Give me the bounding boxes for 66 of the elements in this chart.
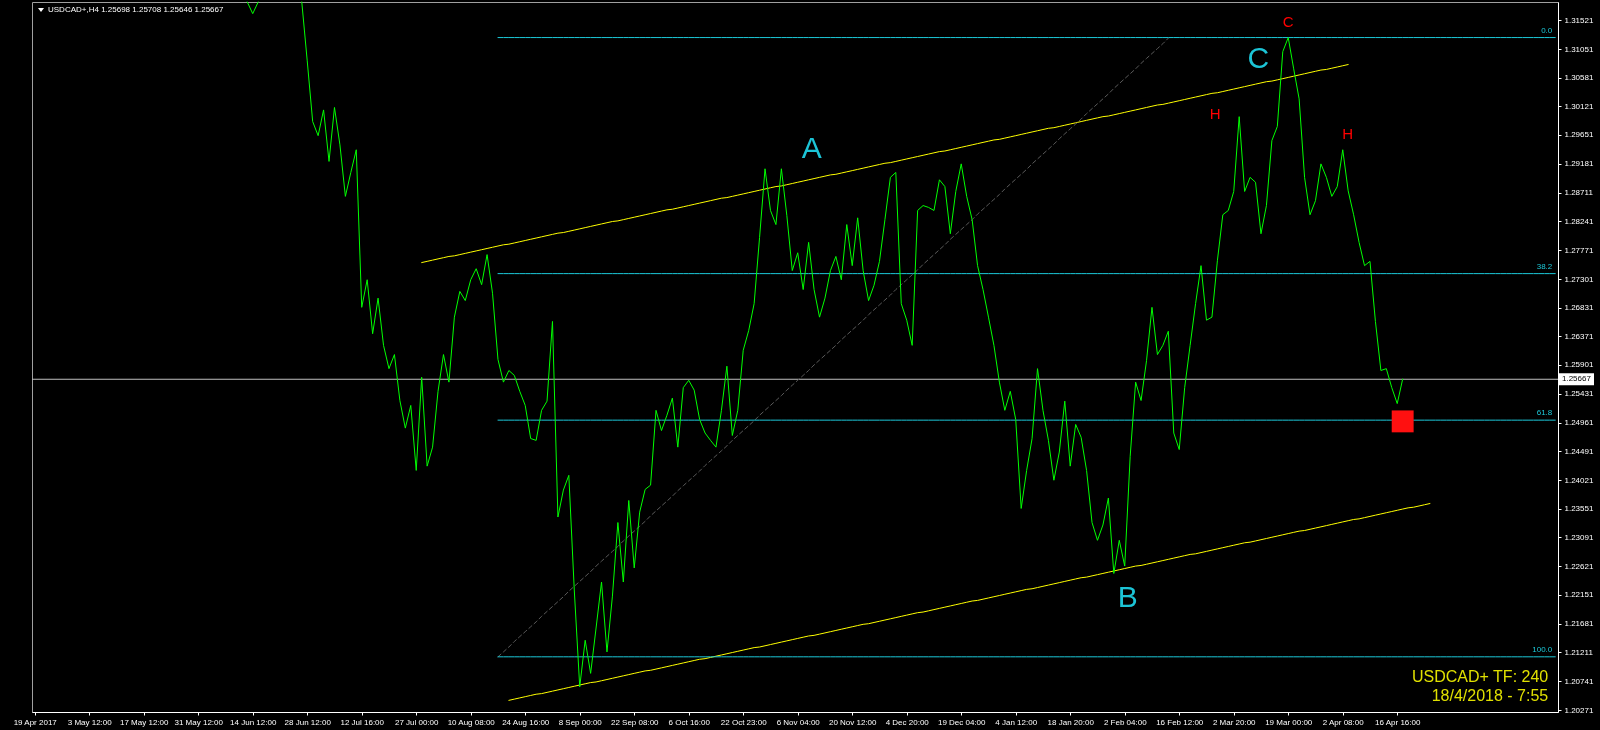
x-tick-label: 16 Apr 16:00: [1375, 717, 1421, 727]
series-label: 0.0: [1541, 25, 1553, 35]
x-tick-label: 31 May 12:00: [174, 717, 224, 727]
y-tick-label: 1.20741: [1564, 676, 1594, 686]
y-tick-label: 1.28711: [1564, 188, 1594, 198]
y-tick-label: 1.26371: [1564, 331, 1594, 341]
x-tick-label: 27 Jul 00:00: [394, 717, 440, 727]
y-tick-label: 1.26831: [1564, 303, 1594, 313]
y-tick-label: 1.22151: [1564, 590, 1594, 600]
y-tick-label: 1.23091: [1564, 532, 1594, 542]
x-tick-label: 19 Mar 00:00: [1265, 717, 1313, 727]
x-tick-label: 6 Oct 16:00: [668, 717, 711, 727]
y-tick-label: 1.21211: [1564, 647, 1594, 657]
x-tick-label: 2 Mar 20:00: [1212, 717, 1257, 727]
x-tick-label: 28 Jun 12:00: [284, 717, 332, 727]
x-tick-label: 4 Dec 20:00: [885, 717, 930, 727]
x-tick-label: 8 Sep 00:00: [558, 717, 603, 727]
annotation: B: [1117, 579, 1138, 613]
y-tick-label: 1.31051: [1564, 44, 1594, 54]
x-tick-label: 17 May 12:00: [119, 717, 170, 727]
x-tick-label: 14 Jun 12:00: [230, 717, 277, 727]
y-tick-label: 1.23551: [1564, 504, 1594, 514]
ref-line-label: 1.25667: [1562, 374, 1592, 384]
x-tick-label: 19 Apr 2017: [13, 717, 58, 727]
x-tick-label: 10 Aug 08:00: [447, 717, 496, 727]
y-tick-label: 1.24961: [1564, 418, 1594, 428]
y-tick-label: 1.20271: [1564, 705, 1594, 715]
y-tick-label: 1.22621: [1564, 561, 1594, 571]
x-tick-label: 22 Sep 08:00: [610, 717, 660, 727]
x-tick-label: 19 Dec 04:00: [937, 717, 987, 727]
annotation: 18/4/2018 - 7:55: [1431, 686, 1549, 704]
y-tick-label: 1.24491: [1564, 446, 1594, 456]
x-tick-label: 2 Feb 04:00: [1103, 717, 1148, 727]
y-tick-label: 1.30121: [1564, 101, 1594, 111]
annotation: C: [1282, 12, 1294, 30]
y-tick-label: 1.29181: [1564, 159, 1594, 169]
x-tick-label: 12 Jul 16:00: [340, 717, 385, 727]
series-label: 61.8: [1536, 408, 1553, 418]
x-tick-label: 6 Nov 04:00: [776, 717, 821, 727]
y-tick-label: 1.25431: [1564, 389, 1594, 399]
x-tick-label: 3 May 12:00: [67, 717, 113, 727]
annotation: A: [801, 130, 822, 164]
y-tick-label: 1.27301: [1564, 274, 1594, 284]
series-label: 38.2: [1536, 261, 1553, 271]
annotation: H: [1342, 125, 1353, 143]
y-tick-label: 1.30581: [1564, 73, 1594, 83]
x-tick-label: 20 Nov 12:00: [828, 717, 878, 727]
series-label: 100.0: [1532, 644, 1553, 654]
x-tick-label: 16 Feb 12:00: [1156, 717, 1204, 727]
y-tick-label: 1.21681: [1564, 619, 1594, 629]
y-tick-label: 1.28241: [1564, 216, 1594, 226]
annotation: C: [1247, 40, 1270, 74]
annotation: H: [1209, 105, 1221, 123]
y-tick-label: 1.29651: [1564, 130, 1594, 140]
y-tick-label: 1.24021: [1564, 475, 1594, 485]
x-tick-label: 2 Apr 08:00: [1322, 717, 1365, 727]
y-tick-label: 1.27771: [1564, 245, 1594, 255]
x-tick-label: 4 Jan 12:00: [995, 717, 1038, 727]
annotation: USDCAD+ TF: 240: [1412, 668, 1549, 686]
x-tick-label: 22 Oct 23:00: [720, 717, 768, 727]
line-series: [497, 37, 1169, 658]
x-tick-label: 24 Aug 16:00: [502, 717, 550, 727]
x-tick-label: 18 Jan 20:00: [1047, 717, 1095, 727]
y-tick-label: 1.25901: [1564, 360, 1594, 370]
y-tick-label: 1.31521: [1564, 15, 1594, 25]
chart-title: USDCAD+,H4 1.25698 1.25708 1.25646 1.25667: [48, 4, 225, 14]
